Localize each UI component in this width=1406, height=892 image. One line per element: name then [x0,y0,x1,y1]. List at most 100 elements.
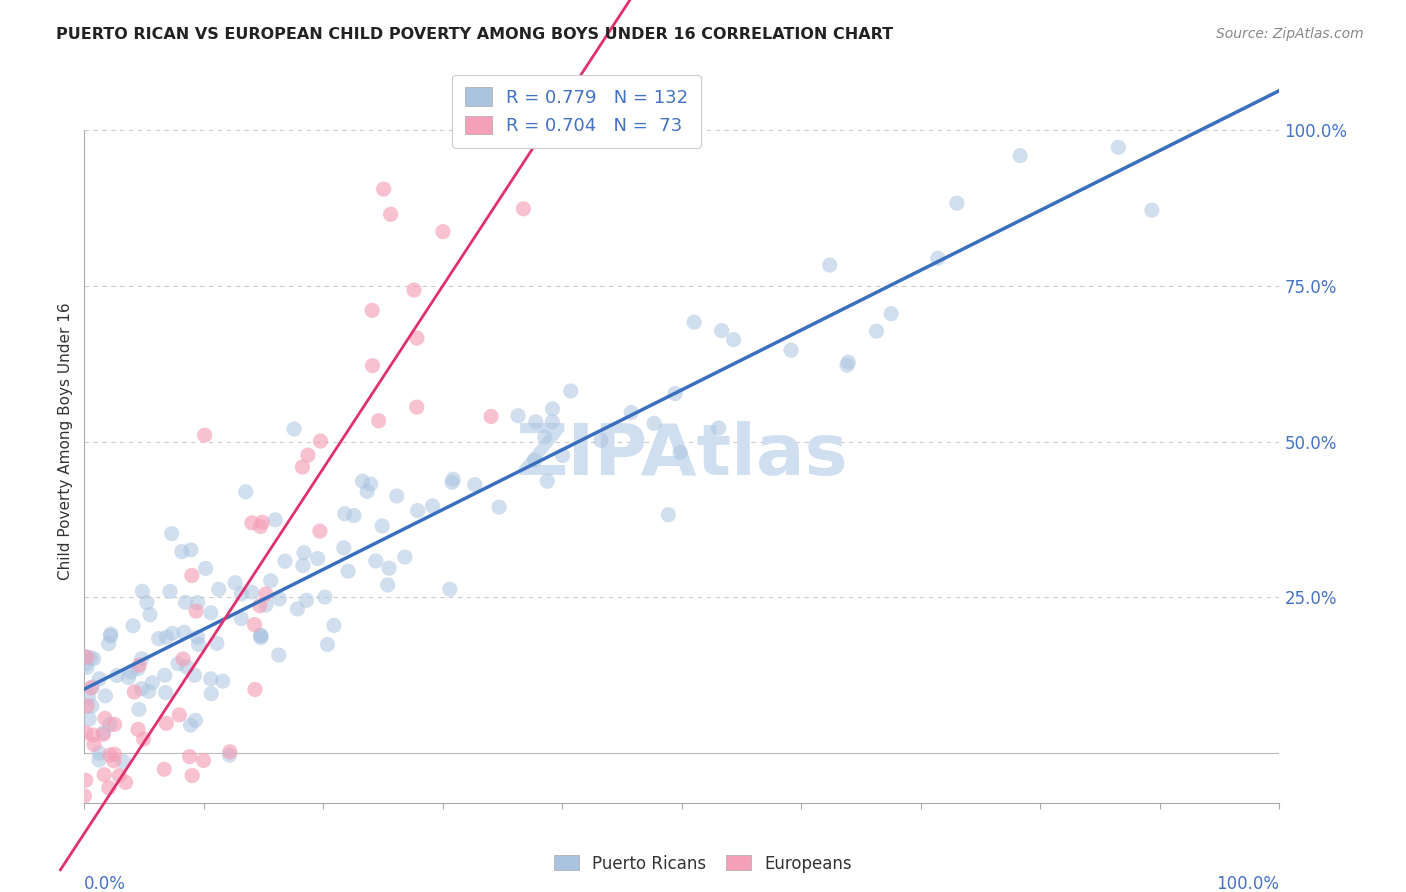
Point [337,564,360,578]
Point [139,607,162,622]
Point [83,738,105,752]
Point [187,637,209,651]
Point [218,748,240,763]
Point [180,542,202,557]
Point [124,685,146,699]
Point [138,684,160,698]
Point [93,768,115,782]
Point [710,324,733,338]
Point [620,405,643,419]
Point [187,596,209,610]
Point [240,516,263,530]
Point [76,698,98,713]
Point [669,445,692,459]
Text: 100.0%: 100.0% [1216,875,1279,892]
Point [122,619,145,633]
Point [100,627,122,641]
Y-axis label: Child Poverty Among Boys Under 16: Child Poverty Among Boys Under 16 [58,302,73,581]
Point [75,773,97,788]
Point [231,587,253,601]
Point [89,672,111,686]
Point [174,595,197,609]
Point [131,651,153,665]
Point [250,629,273,643]
Point [162,814,184,828]
Point [464,477,486,491]
Point [128,658,150,673]
Point [249,628,271,642]
Point [536,474,558,488]
Point [333,541,356,555]
Point [723,333,745,347]
Point [406,503,429,517]
Point [541,401,564,416]
Text: ZIPAtlas: ZIPAtlas [516,422,848,491]
Point [523,453,546,467]
Point [179,749,201,764]
Point [283,422,305,436]
Point [533,430,555,444]
Point [73,789,96,803]
Point [343,508,366,523]
Point [352,474,374,488]
Point [79,651,101,665]
Point [254,587,277,601]
Point [551,449,574,463]
Point [243,682,266,697]
Point [707,421,730,435]
Point [117,670,139,684]
Point [292,546,315,560]
Point [84,841,107,855]
Point [394,550,416,565]
Point [243,617,266,632]
Point [880,307,903,321]
Point [91,856,114,871]
Point [235,484,257,499]
Point [170,545,193,559]
Point [657,508,679,522]
Point [98,717,121,731]
Point [162,626,184,640]
Point [194,428,217,442]
Point [560,384,582,398]
Point [108,805,131,819]
Point [160,526,183,541]
Point [380,207,402,221]
Point [153,762,176,776]
Point [194,561,217,575]
Point [377,578,399,592]
Point [512,202,534,216]
Point [80,699,103,714]
Point [141,806,163,821]
Point [406,331,429,345]
Point [76,660,98,674]
Point [73,873,96,888]
Point [200,687,222,701]
Point [131,584,153,599]
Point [91,727,114,741]
Point [946,196,969,211]
Point [378,561,401,575]
Point [82,680,104,694]
Point [664,386,686,401]
Point [422,499,444,513]
Point [361,303,384,318]
Point [132,731,155,746]
Point [73,835,96,849]
Point [87,753,110,767]
Point [643,417,665,431]
Point [77,690,100,705]
Point [541,415,564,429]
Point [183,668,205,682]
Point [83,652,105,666]
Point [479,409,502,424]
Point [1140,203,1163,218]
Point [89,746,111,760]
Point [122,835,145,849]
Point [114,775,136,789]
Point [184,604,207,618]
Point [104,717,127,731]
Point [267,648,290,662]
Point [385,489,408,503]
Point [316,637,339,651]
